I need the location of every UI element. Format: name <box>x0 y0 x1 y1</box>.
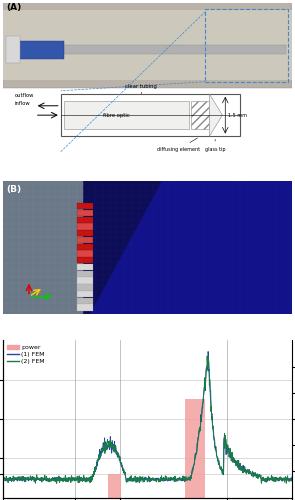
Bar <box>191 102 209 129</box>
Bar <box>64 102 189 129</box>
Polygon shape <box>209 94 222 136</box>
Bar <box>77 304 93 311</box>
Bar <box>77 250 93 256</box>
Bar <box>185 400 205 498</box>
Text: inflow: inflow <box>14 101 30 106</box>
Bar <box>77 237 93 243</box>
Bar <box>205 8 288 82</box>
Text: glass tip: glass tip <box>205 139 225 151</box>
Bar <box>77 230 93 236</box>
Polygon shape <box>90 181 292 314</box>
Bar <box>77 278 93 283</box>
Bar <box>3 2 292 88</box>
Text: outflow: outflow <box>14 93 34 98</box>
Text: fibre optic: fibre optic <box>103 112 130 117</box>
Text: (B): (B) <box>6 185 21 194</box>
Bar <box>77 224 93 230</box>
Text: clear tubing: clear tubing <box>125 84 157 94</box>
Polygon shape <box>3 181 84 314</box>
Bar <box>77 291 93 298</box>
Bar <box>77 284 93 290</box>
Text: 1.5 mm: 1.5 mm <box>228 112 247 117</box>
Bar <box>77 257 93 264</box>
Text: diffusing element: diffusing element <box>158 138 201 151</box>
Bar <box>77 244 93 250</box>
Bar <box>77 270 93 277</box>
Bar <box>61 94 240 136</box>
Bar <box>14 40 64 59</box>
Polygon shape <box>84 181 162 314</box>
Bar <box>3 10 292 80</box>
Bar <box>77 216 93 223</box>
Legend: power, (1) FEM, (2) FEM: power, (1) FEM, (2) FEM <box>6 344 46 365</box>
Bar <box>108 474 121 498</box>
Bar <box>77 298 93 304</box>
Bar <box>9 45 286 54</box>
Bar <box>77 210 93 216</box>
Bar <box>77 203 93 209</box>
Text: (A): (A) <box>6 4 21 13</box>
Bar <box>6 36 20 64</box>
Bar <box>77 264 93 270</box>
